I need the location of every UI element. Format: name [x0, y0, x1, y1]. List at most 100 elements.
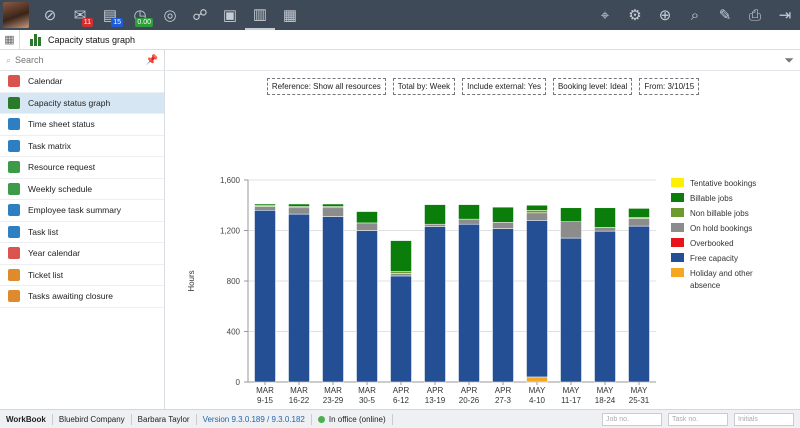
globe-icon [8, 118, 20, 131]
clipboard-icon[interactable]: ▤ 15 [102, 7, 123, 27]
legend-label: Free capacity [690, 254, 738, 263]
timer-icon[interactable]: ◷ 0.00 [133, 7, 153, 27]
y-tick-label: 1,600 [220, 176, 241, 185]
top-toolbar: ⊘ ✉ 11 ▤ 15 ◷ 0.00 ◎ ☍ ▣ ▥ ▦ ⌖ ⚙ ⊕ ⌕ ✎ ⎙ ⇥ [0, 0, 800, 30]
mail-icon[interactable]: ✉ 11 [73, 7, 93, 27]
search-input[interactable] [15, 55, 146, 65]
apps-grid-icon[interactable]: ▦ [0, 29, 20, 50]
bar-segment-non-billable-jobs [526, 210, 548, 214]
online-dot-icon [317, 415, 325, 423]
org-chart-icon[interactable]: ▥ [245, 0, 275, 30]
bar-segment-on-hold-bookings [254, 206, 276, 211]
sidebar-item-calendar[interactable]: Calendar [0, 71, 164, 93]
x-tick-label: 9-15 [257, 396, 274, 405]
sidebar-item-year-calendar[interactable]: Year calendar [0, 243, 164, 265]
x-tick-label: APR [427, 386, 444, 395]
filter-chip[interactable]: Reference: Show all resources [266, 78, 386, 95]
sidebar-item-label: Task list [28, 226, 59, 237]
sidebar-item-label: Capacity status graph [28, 97, 111, 108]
legend-swatch [671, 178, 684, 187]
x-tick-label: MAY [529, 386, 546, 395]
legend-label: absence [690, 281, 721, 290]
filter-icon[interactable]: ⏷ [784, 53, 794, 67]
sidebar-item-tasks-awaiting-closure[interactable]: Tasks awaiting closure [0, 286, 164, 308]
legend-label: Tentative bookings [690, 179, 756, 188]
bar-segment-free-capacity [492, 228, 514, 383]
print-icon[interactable]: ⎙ [748, 6, 761, 24]
job-number-field[interactable]: Job no. [602, 412, 662, 426]
x-tick-label: 16-22 [289, 396, 310, 405]
gauge-icon[interactable]: ⊘ [43, 7, 57, 24]
legend-label: Non billable jobs [690, 209, 749, 218]
bar-segment-free-capacity [390, 275, 412, 383]
settings-gear-icon[interactable]: ⚙ [628, 7, 642, 24]
user-avatar[interactable] [3, 2, 29, 28]
presence-text: In office (online) [328, 414, 386, 424]
company-label[interactable]: Bluebird Company [53, 413, 132, 425]
sidebar-list: Calendar Capacity status graph Time sheet … [0, 71, 164, 308]
x-tick-label: APR [495, 386, 512, 395]
sidebar-item-label: Time sheet status [28, 119, 95, 130]
legend-label: Overbooked [690, 239, 734, 248]
bar-segment-billable-jobs [594, 207, 616, 228]
version-label: Version 9.3.0.189 / 9.3.0.182 [197, 413, 312, 425]
capacity-chart: 04008001,2001,600HoursMAR9-15MAR16-22MAR… [187, 176, 756, 405]
boxes-icon[interactable]: ▦ [282, 7, 298, 24]
status-bar: WorkBook Bluebird Company Barbara Taylor… [0, 409, 800, 428]
target-icon[interactable]: ◎ [163, 7, 177, 24]
location-pin-icon[interactable]: ⌖ [600, 6, 610, 24]
bar-segment-non-billable-jobs [390, 271, 412, 274]
bar-segment-billable-jobs [424, 204, 446, 225]
bar-segment-holiday-and-other-absence [526, 376, 548, 383]
bar-segment-free-capacity [322, 216, 344, 383]
initials-field[interactable]: Initials [734, 412, 794, 426]
filter-chip[interactable]: Booking level: Ideal [552, 78, 633, 95]
timer-badge: 0.00 [135, 18, 153, 27]
sidebar-item-label: Calendar [28, 76, 63, 87]
pin-icon[interactable]: 📌 [145, 54, 158, 66]
sidebar-item-employee-task-summary[interactable]: Employee task summary [0, 200, 164, 222]
bar-segment-free-capacity [356, 230, 378, 383]
x-tick-label: APR [461, 386, 478, 395]
bar-segment-on-hold-bookings [322, 207, 344, 217]
add-search-icon[interactable]: ⊕ [658, 7, 672, 24]
task-number-field[interactable]: Task no. [668, 412, 728, 426]
sidebar-item-capacity-status-graph[interactable]: Capacity status graph [0, 92, 164, 114]
filter-chip[interactable]: Total by: Week [392, 78, 456, 95]
legend-label: Billable jobs [690, 194, 733, 203]
sidebar-item-resource-request[interactable]: Resource request [0, 157, 164, 179]
sidebar-item-label: Employee task summary [28, 205, 122, 216]
signout-icon[interactable]: ⇥ [778, 7, 792, 24]
bar-segment-billable-jobs [560, 207, 582, 222]
sidebar-item-time-sheet-status[interactable]: Time sheet status [0, 114, 164, 136]
bar-segment-billable-jobs [254, 203, 276, 206]
sidebar-item-task-list[interactable]: Task list [0, 222, 164, 243]
bar-chart-icon [8, 96, 20, 109]
search-icon[interactable]: ⌕ [690, 6, 700, 24]
sidebar-item-label: Year calendar [28, 248, 81, 259]
filter-chip[interactable]: From: 3/10/15 [639, 78, 700, 95]
handshake-icon[interactable]: ☍ [192, 7, 208, 24]
filter-chip[interactable]: Include external: Yes [462, 78, 546, 95]
user-label[interactable]: Barbara Taylor [132, 413, 197, 425]
bar-segment-on-hold-bookings [526, 212, 548, 221]
y-tick-label: 0 [236, 378, 241, 387]
resource-request-icon [8, 161, 20, 174]
briefcase-icon[interactable]: ▣ [222, 7, 238, 24]
sidebar-search: ⌕ 📌 [0, 50, 164, 71]
sidebar-item-task-matrix[interactable]: Task matrix [0, 136, 164, 157]
sidebar-item-weekly-schedule[interactable]: Weekly schedule [0, 179, 164, 200]
edit-icon[interactable]: ✎ [718, 7, 732, 24]
sidebar-item-ticket-list[interactable]: Ticket list [0, 265, 164, 286]
x-tick-label: APR [393, 386, 410, 395]
x-tick-label: 30-5 [359, 396, 376, 405]
x-tick-label: 13-19 [425, 396, 446, 405]
y-tick-label: 800 [227, 277, 241, 286]
x-tick-label: MAR [358, 386, 376, 395]
bar-segment-free-capacity [458, 223, 480, 383]
bar-segment-on-hold-bookings [390, 273, 412, 277]
x-tick-label: MAY [597, 386, 614, 395]
title-bar: ▦ Capacity status graph [0, 29, 800, 50]
presence-status[interactable]: In office (online) [312, 413, 393, 425]
sidebar-item-label: Weekly schedule [28, 183, 93, 194]
